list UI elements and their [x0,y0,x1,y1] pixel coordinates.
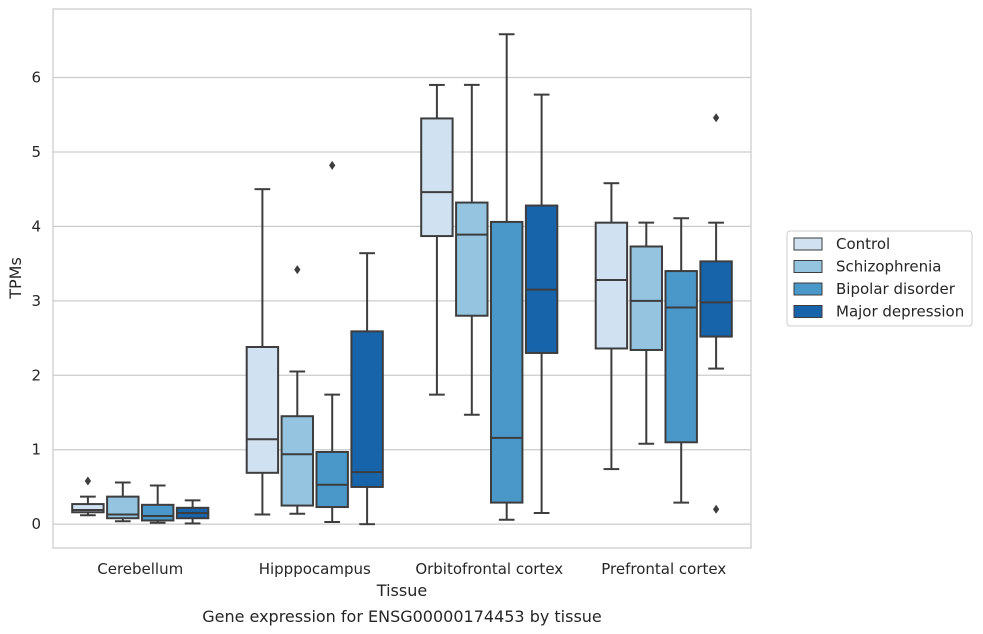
chart-caption: Gene expression for ENSG00000174453 by t… [202,607,602,626]
box-iqr [420,117,454,238]
box-series [71,33,733,526]
y-tick-label: 5 [31,143,41,161]
box-iqr [455,201,489,317]
box-iqr [524,204,559,354]
outlier-point [329,160,336,170]
outlier-point [712,504,720,514]
box [315,160,349,523]
legend-swatch [793,282,823,296]
legend-label: Major depression [836,303,964,321]
x-tick-labels: Cerebellum Hipppocampus Orbitofrontal cort… [97,560,726,578]
box [489,33,524,521]
box-iqr [629,245,664,351]
legend-item: Major depression [793,303,964,321]
box-iqr [664,270,698,444]
series-bipolar-disorder [140,33,698,524]
y-tick-label: 4 [31,217,41,235]
legend-items: Control Schizophrenia Bipolar disorder Majo… [793,235,964,321]
box [350,252,384,526]
legend-label: Control [836,235,890,253]
x-tick-label: Cerebellum [97,560,183,578]
box [280,265,315,515]
box [629,221,664,445]
box-iqr [489,220,524,504]
y-tick-labels: 0 1 2 3 4 5 6 [31,68,41,533]
x-tick-label: Hipppocampus [259,560,371,578]
box [524,93,559,515]
box-iqr [350,330,384,488]
y-tick-label: 0 [31,515,41,533]
box [699,113,733,514]
legend-label: Bipolar disorder [836,280,956,298]
legend-item: Schizophrenia [793,258,941,276]
box-iqr [594,221,629,350]
legend-swatch [793,305,823,318]
box [420,83,454,396]
outlier-point [84,476,92,486]
box [664,217,698,504]
y-axis-title: TPMs [6,257,25,300]
box-iqr [140,503,175,522]
y-tick-label: 2 [31,366,41,384]
box-iqr [245,345,280,474]
box-iqr [280,415,315,507]
box-iqr [699,260,733,338]
legend-frame [786,230,973,327]
box [245,188,280,516]
legend-item: Bipolar disorder [793,280,956,298]
series-schizophrenia [106,83,664,523]
legend-swatch [793,260,823,273]
x-tick-label: Orbitofrontal cortex [415,560,563,578]
series-control [71,83,629,517]
legend-swatch [793,237,823,251]
x-tick-label: Prefrontal cortex [601,560,726,578]
y-tick-label: 1 [31,441,41,459]
box-iqr [315,450,349,509]
outlier-point [712,113,720,123]
legend: Control Schizophrenia Bipolar disorder Majo… [786,230,973,327]
gridlines [53,76,751,525]
plot-area-frame [52,8,752,549]
y-tick-label: 3 [31,292,41,310]
box-iqr [106,495,140,520]
y-tick-label: 6 [31,68,41,86]
box [140,484,175,524]
outlier-point [294,265,301,275]
box [106,481,140,523]
box-iqr [71,503,105,514]
box [175,499,210,525]
box [594,182,629,471]
legend-item: Control [793,235,890,253]
x-axis-title: Tissue [376,581,427,600]
box [71,476,105,517]
legend-label: Schizophrenia [836,258,941,276]
series-major-depression [175,93,733,526]
box [455,83,489,416]
